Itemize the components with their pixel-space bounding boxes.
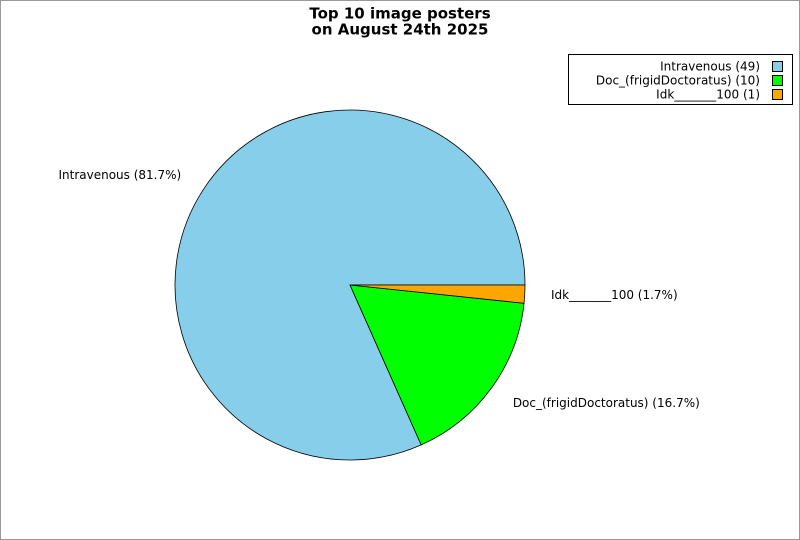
slice-label: Doc_(frigidDoctoratus) (16.7%) <box>513 396 700 410</box>
legend-swatch <box>772 75 783 86</box>
pie-slice <box>349 284 526 304</box>
pie-slice <box>349 284 525 446</box>
slice-label: Idk_______100 (1.7%) <box>551 288 678 302</box>
pie <box>174 109 526 461</box>
slice-label: Intravenous (81.7%) <box>58 168 181 182</box>
chart-title: on August 24th 2025 <box>312 21 489 39</box>
legend <box>568 54 793 105</box>
legend-label: Intravenous (49) <box>660 60 760 74</box>
chart-title: Top 10 image posters <box>309 5 490 23</box>
legend-swatch <box>772 61 783 72</box>
legend-label: Idk_______100 (1) <box>656 88 760 102</box>
legend-swatch <box>772 89 783 100</box>
legend-label: Doc_(frigidDoctoratus) (10) <box>596 74 760 88</box>
